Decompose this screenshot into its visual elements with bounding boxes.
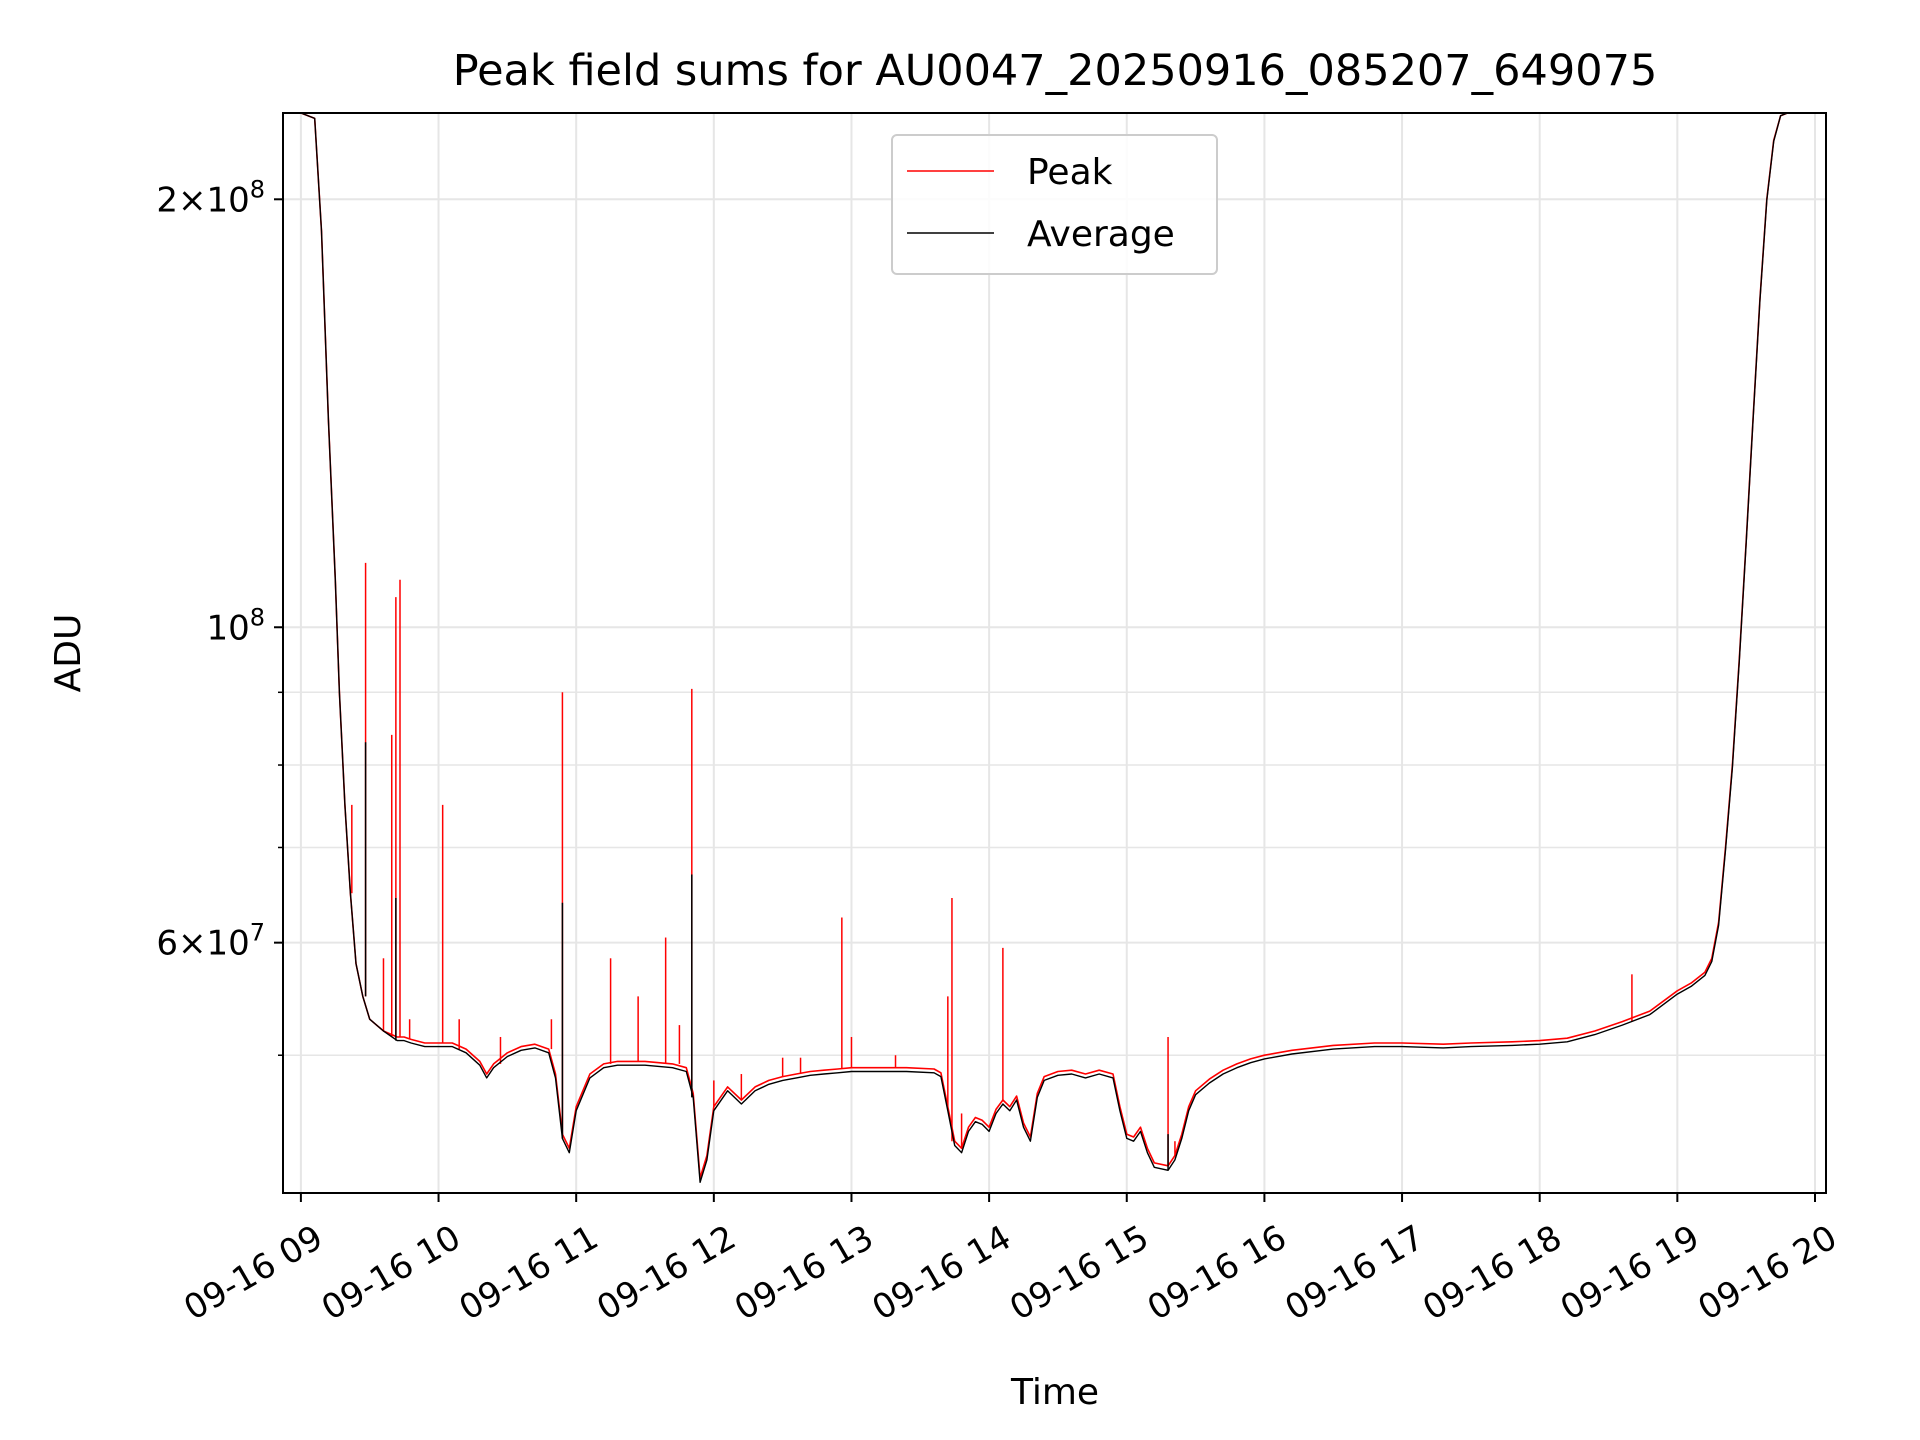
chart-title: Peak field sums for AU0047_20250916_0852… xyxy=(453,46,1658,96)
series-layer xyxy=(283,113,1826,1184)
y-tick-label: 108 xyxy=(206,603,265,648)
series-line-average xyxy=(283,113,1826,1184)
legend-box xyxy=(891,134,1218,275)
plot-area-frame xyxy=(282,112,1827,1194)
y-axis-label: ADU xyxy=(48,614,89,693)
legend-average-label: Average xyxy=(1027,214,1175,255)
y-tick-label: 6×107 xyxy=(156,919,265,964)
series-line-peak xyxy=(283,113,1826,1179)
grid xyxy=(283,113,1826,1193)
y-tick-label: 2×108 xyxy=(156,175,265,220)
legend-peak-label: Peak xyxy=(1027,152,1113,193)
legend: Peak Average xyxy=(891,134,1218,275)
x-axis-label: Time xyxy=(1010,1372,1099,1413)
